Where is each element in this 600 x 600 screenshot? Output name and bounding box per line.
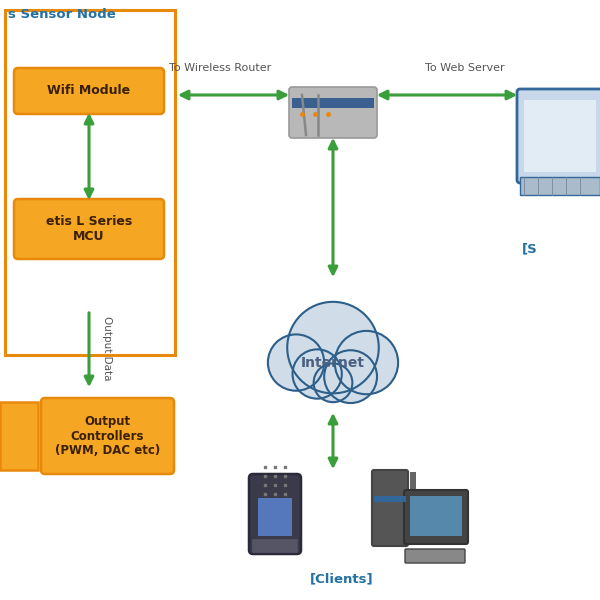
FancyBboxPatch shape — [0, 402, 38, 470]
FancyBboxPatch shape — [517, 89, 600, 183]
FancyBboxPatch shape — [249, 474, 301, 554]
FancyBboxPatch shape — [374, 496, 406, 502]
Circle shape — [314, 364, 352, 402]
Text: To Web Server: To Web Server — [425, 63, 505, 73]
Circle shape — [293, 349, 342, 398]
FancyBboxPatch shape — [410, 496, 462, 536]
Text: [Clients]: [Clients] — [310, 572, 374, 585]
FancyBboxPatch shape — [258, 498, 292, 536]
Text: Output
Controllers
(PWM, DAC etc): Output Controllers (PWM, DAC etc) — [55, 415, 160, 458]
FancyBboxPatch shape — [405, 549, 465, 563]
FancyBboxPatch shape — [289, 87, 377, 138]
FancyBboxPatch shape — [524, 100, 596, 172]
Text: etis L Series
MCU: etis L Series MCU — [46, 215, 132, 243]
FancyBboxPatch shape — [253, 540, 297, 552]
Circle shape — [335, 331, 398, 394]
FancyBboxPatch shape — [14, 68, 164, 114]
Circle shape — [287, 302, 379, 394]
FancyBboxPatch shape — [404, 490, 468, 544]
FancyBboxPatch shape — [372, 470, 408, 546]
Text: Internet: Internet — [301, 356, 365, 370]
Text: Output Data: Output Data — [102, 316, 112, 380]
Text: To Wireless Router: To Wireless Router — [169, 63, 271, 73]
FancyBboxPatch shape — [14, 199, 164, 259]
FancyBboxPatch shape — [5, 10, 175, 355]
FancyBboxPatch shape — [520, 177, 600, 195]
FancyBboxPatch shape — [292, 98, 374, 108]
Circle shape — [268, 334, 324, 391]
FancyBboxPatch shape — [410, 472, 416, 500]
Circle shape — [324, 350, 377, 403]
FancyBboxPatch shape — [41, 398, 174, 474]
Text: s Sensor Node: s Sensor Node — [8, 8, 116, 21]
Text: [S: [S — [522, 242, 538, 255]
Text: Wifi Module: Wifi Module — [47, 85, 131, 97]
